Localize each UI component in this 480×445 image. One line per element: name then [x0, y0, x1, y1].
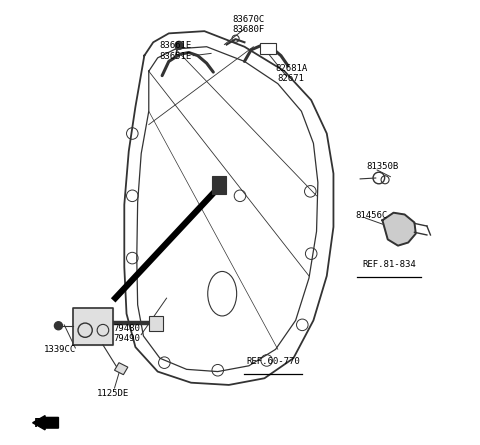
- Text: 83661E
83651E: 83661E 83651E: [159, 41, 192, 61]
- Polygon shape: [383, 213, 416, 246]
- Text: 81350B: 81350B: [366, 162, 398, 171]
- Text: 1125DE: 1125DE: [97, 389, 129, 398]
- FancyArrow shape: [33, 416, 59, 430]
- Text: 81456C: 81456C: [355, 211, 387, 220]
- Text: REF.81-834: REF.81-834: [362, 260, 416, 269]
- Circle shape: [175, 41, 183, 49]
- Polygon shape: [115, 363, 128, 375]
- FancyBboxPatch shape: [261, 43, 276, 54]
- Text: REF.60-770: REF.60-770: [247, 357, 300, 366]
- Text: 83670C
83680F: 83670C 83680F: [233, 15, 265, 34]
- Text: 79480
79490: 79480 79490: [113, 324, 140, 344]
- Polygon shape: [73, 308, 113, 345]
- Circle shape: [54, 322, 62, 330]
- Text: 1339CC: 1339CC: [44, 345, 76, 354]
- FancyBboxPatch shape: [149, 316, 164, 331]
- Text: 82681A
82671: 82681A 82671: [275, 64, 307, 83]
- FancyBboxPatch shape: [212, 176, 226, 194]
- Text: FR.: FR.: [34, 417, 56, 430]
